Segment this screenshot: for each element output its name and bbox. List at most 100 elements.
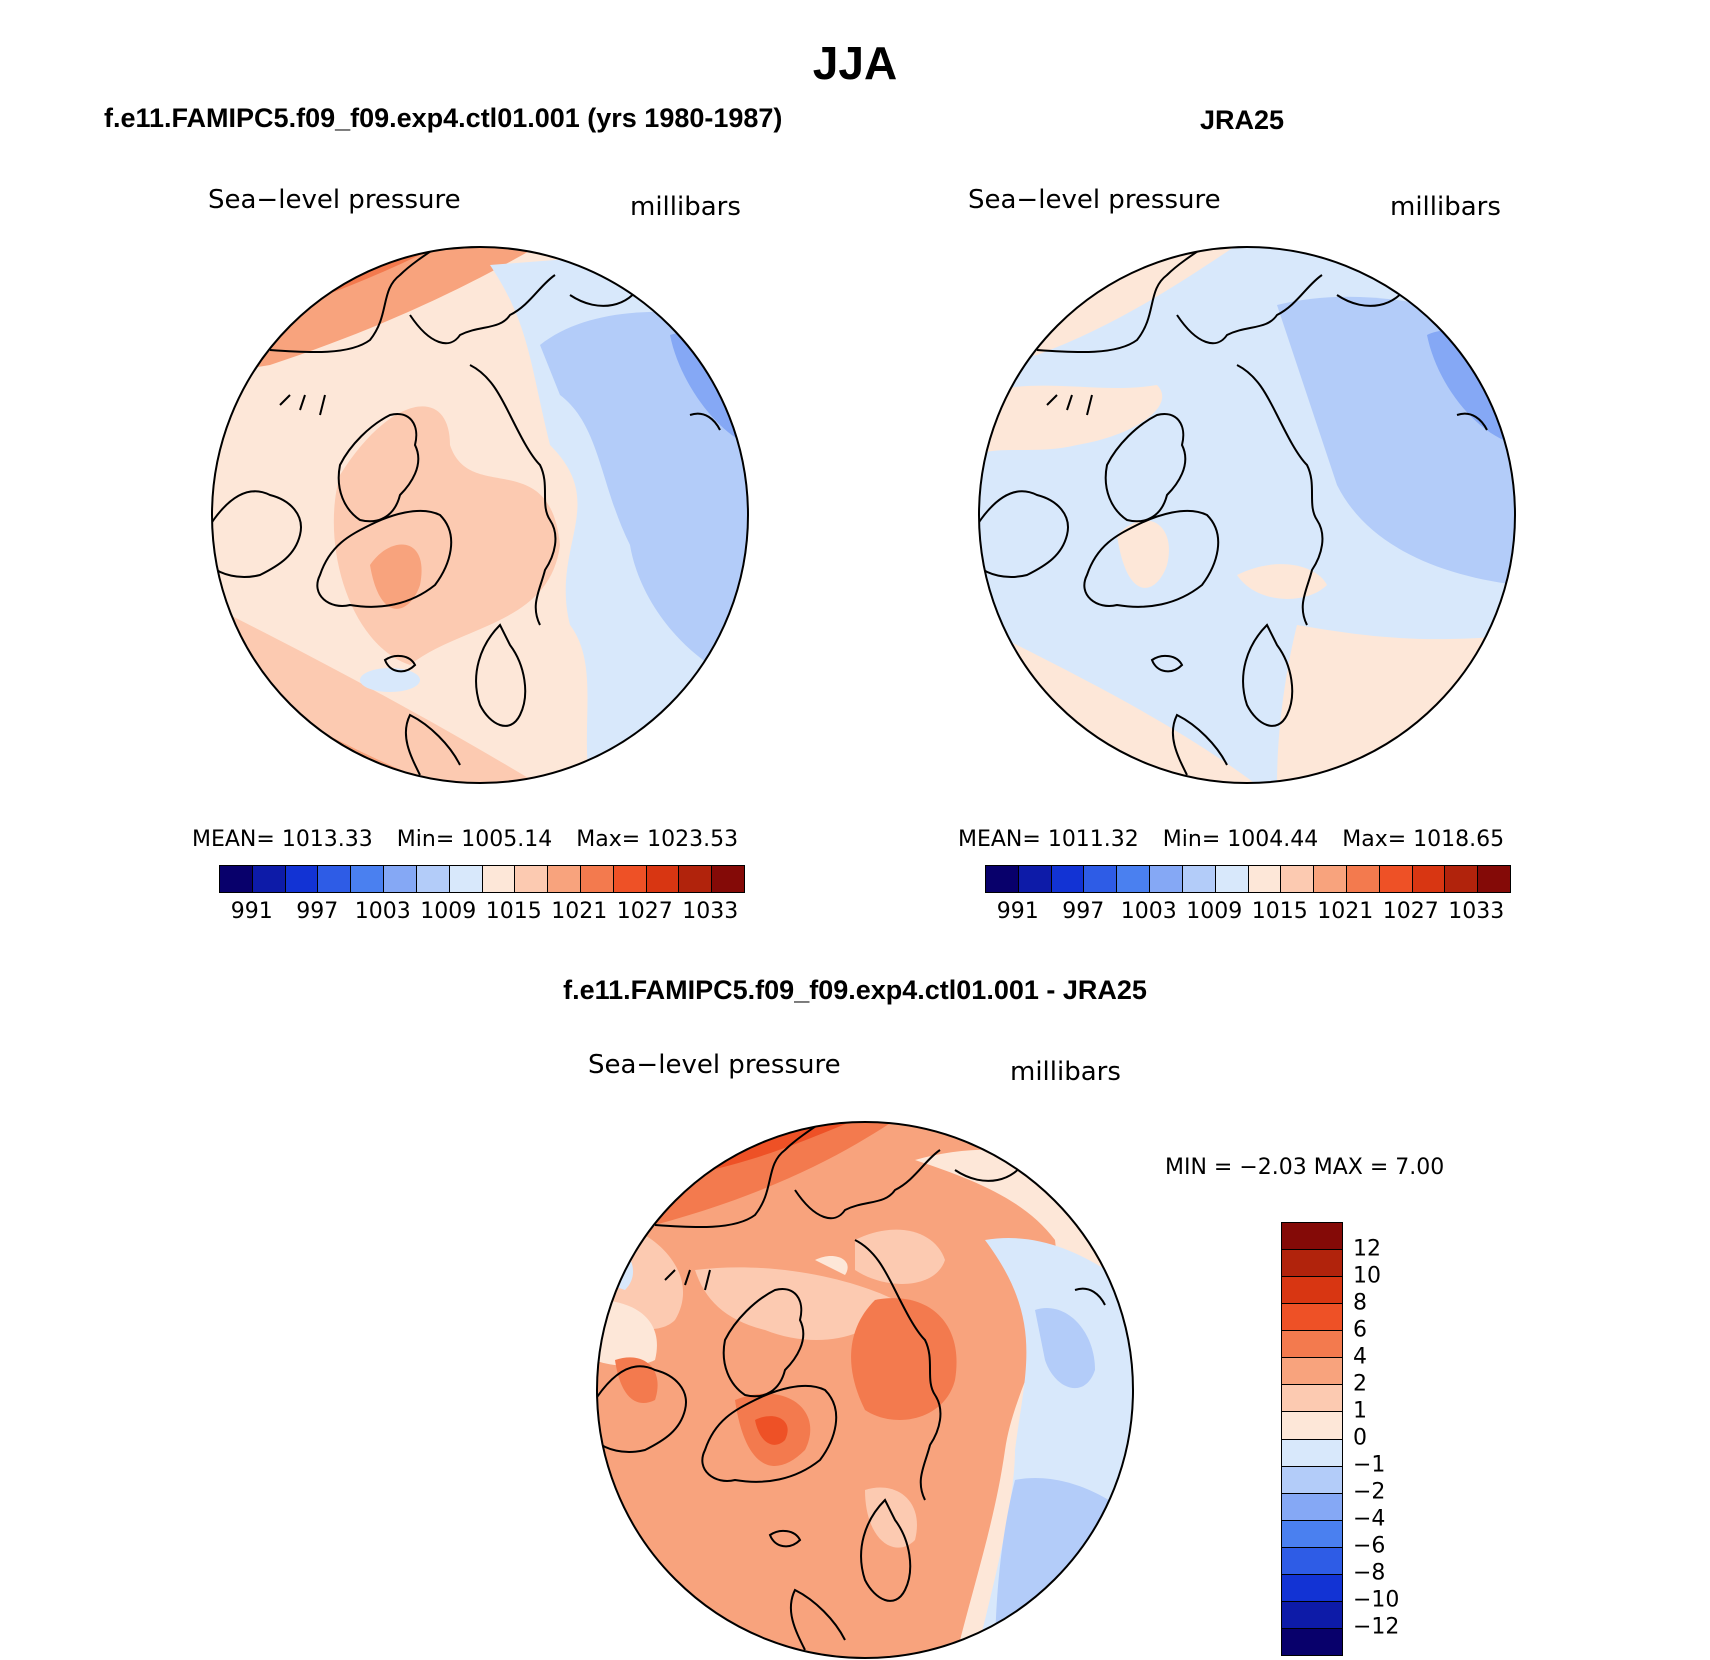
colorbar-swatch [1282, 1223, 1342, 1251]
colorbar-swatch [1282, 1250, 1342, 1278]
colorbar-tick-label: 4 [1353, 1344, 1367, 1370]
colorbar-tick-label: 997 [296, 899, 339, 924]
colorbar-swatch [351, 866, 385, 892]
colorbar-tick-label: 1027 [616, 899, 673, 924]
colorbar-tick-label: 0 [1353, 1425, 1367, 1451]
colorbar-swatch [1282, 1412, 1342, 1440]
colorbar-swatch [1282, 1628, 1342, 1655]
obs-panel-heading: JRA25 [1200, 105, 1285, 135]
model-panel-heading: f.e11.FAMIPC5.f09_f09.exp4.ctl01.001 (yr… [104, 103, 783, 133]
obs-colorbar [985, 865, 1511, 893]
diff-variable-label: Sea−level pressure [588, 1050, 841, 1080]
colorbar-swatch [1282, 1466, 1342, 1494]
model-min: Min= 1005.14 [396, 827, 553, 852]
colorbar-swatch [1282, 1331, 1342, 1359]
obs-mean: MEAN= 1011.32 [958, 827, 1139, 852]
model-slp-map [211, 246, 749, 784]
colorbar-tick-label: 1015 [1251, 899, 1308, 924]
colorbar-swatch [1248, 866, 1282, 892]
model-variable-label: Sea−level pressure [208, 185, 461, 215]
obs-units-label: millibars [1390, 192, 1501, 222]
colorbar-tick-label: 1 [1353, 1398, 1367, 1424]
colorbar-swatch [1282, 1439, 1342, 1467]
obs-min: Min= 1004.44 [1162, 827, 1319, 852]
colorbar-swatch [1282, 1493, 1342, 1521]
colorbar-swatch [1051, 866, 1085, 892]
colorbar-swatch [1150, 866, 1183, 892]
model-colorbar [219, 865, 745, 893]
diff-panel-heading: f.e11.FAMIPC5.f09_f09.exp4.ctl01.001 - J… [563, 975, 1147, 1005]
diff-minmax: MIN = −2.03 MAX = 7.00 [1165, 1155, 1445, 1180]
obs-slp-map [978, 246, 1516, 784]
colorbar-swatch [1282, 1304, 1342, 1332]
colorbar-swatch [1018, 866, 1052, 892]
colorbar-swatch [252, 866, 286, 892]
colorbar-swatch [1117, 866, 1151, 892]
colorbar-tick-label: 1021 [551, 899, 608, 924]
colorbar-tick-label: 1003 [354, 899, 411, 924]
colorbar-swatch [1379, 866, 1413, 892]
colorbar-tick-label: 1033 [1448, 899, 1505, 924]
colorbar-swatch [1084, 866, 1118, 892]
colorbar-tick-label: 1009 [420, 899, 477, 924]
colorbar-tick-label: 1015 [485, 899, 542, 924]
colorbar-swatch [613, 866, 647, 892]
colorbar-swatch [548, 866, 581, 892]
obs-variable-label: Sea−level pressure [968, 185, 1221, 215]
main-title: JJA [812, 37, 898, 89]
diff-colorbar [1281, 1222, 1343, 1656]
colorbar-tick-label: 1003 [1120, 899, 1177, 924]
model-max: Max= 1023.53 [576, 827, 739, 852]
colorbar-swatch [580, 866, 614, 892]
colorbar-swatch [1282, 1547, 1342, 1575]
colorbar-swatch [1282, 1574, 1342, 1602]
colorbar-swatch [1282, 1385, 1342, 1413]
colorbar-swatch [482, 866, 516, 892]
colorbar-swatch [416, 866, 450, 892]
colorbar-tick-label: 10 [1353, 1263, 1381, 1289]
colorbar-tick-label: 12 [1353, 1236, 1381, 1262]
colorbar-tick-label: 991 [996, 899, 1039, 924]
colorbar-swatch [1282, 1358, 1342, 1386]
colorbar-swatch [515, 866, 549, 892]
colorbar-swatch [1314, 866, 1347, 892]
colorbar-swatch [1478, 866, 1510, 892]
colorbar-tick-label: −4 [1353, 1506, 1386, 1532]
colorbar-swatch [1282, 1520, 1342, 1548]
diff-slp-map [596, 1121, 1134, 1659]
colorbar-swatch [712, 866, 744, 892]
colorbar-tick-label: 997 [1062, 899, 1105, 924]
colorbar-swatch [1182, 866, 1216, 892]
colorbar-tick-label: 8 [1353, 1290, 1367, 1316]
colorbar-swatch [1215, 866, 1249, 892]
colorbar-tick-label: −8 [1353, 1560, 1386, 1586]
colorbar-tick-label: 1033 [682, 899, 739, 924]
colorbar-swatch [1445, 866, 1479, 892]
colorbar-swatch [679, 866, 713, 892]
colorbar-swatch [1412, 866, 1446, 892]
colorbar-tick-label: −2 [1353, 1479, 1386, 1505]
colorbar-tick-label: 6 [1353, 1317, 1367, 1343]
colorbar-swatch [1282, 1277, 1342, 1305]
obs-max: Max= 1018.65 [1342, 827, 1505, 852]
colorbar-swatch [986, 866, 1019, 892]
colorbar-swatch [318, 866, 352, 892]
colorbar-tick-label: −12 [1353, 1614, 1400, 1640]
diff-units-label: millibars [1010, 1057, 1121, 1087]
colorbar-swatch [449, 866, 483, 892]
obs-stats: MEAN= 1011.32 Min= 1004.44 Max= 1018.65 [958, 827, 1528, 852]
colorbar-tick-label: −10 [1353, 1587, 1400, 1613]
colorbar-swatch [1281, 866, 1315, 892]
colorbar-tick-label: −6 [1353, 1533, 1386, 1559]
colorbar-swatch [384, 866, 417, 892]
model-units-label: millibars [630, 192, 741, 222]
colorbar-tick-label: 1021 [1317, 899, 1374, 924]
colorbar-swatch [220, 866, 253, 892]
colorbar-swatch [1346, 866, 1380, 892]
colorbar-tick-label: 1027 [1382, 899, 1439, 924]
colorbar-tick-label: −1 [1353, 1452, 1386, 1478]
colorbar-swatch [1282, 1601, 1342, 1629]
model-stats: MEAN= 1013.33 Min= 1005.14 Max= 1023.53 [192, 827, 762, 852]
colorbar-tick-label: 991 [230, 899, 273, 924]
model-mean: MEAN= 1013.33 [192, 827, 373, 852]
